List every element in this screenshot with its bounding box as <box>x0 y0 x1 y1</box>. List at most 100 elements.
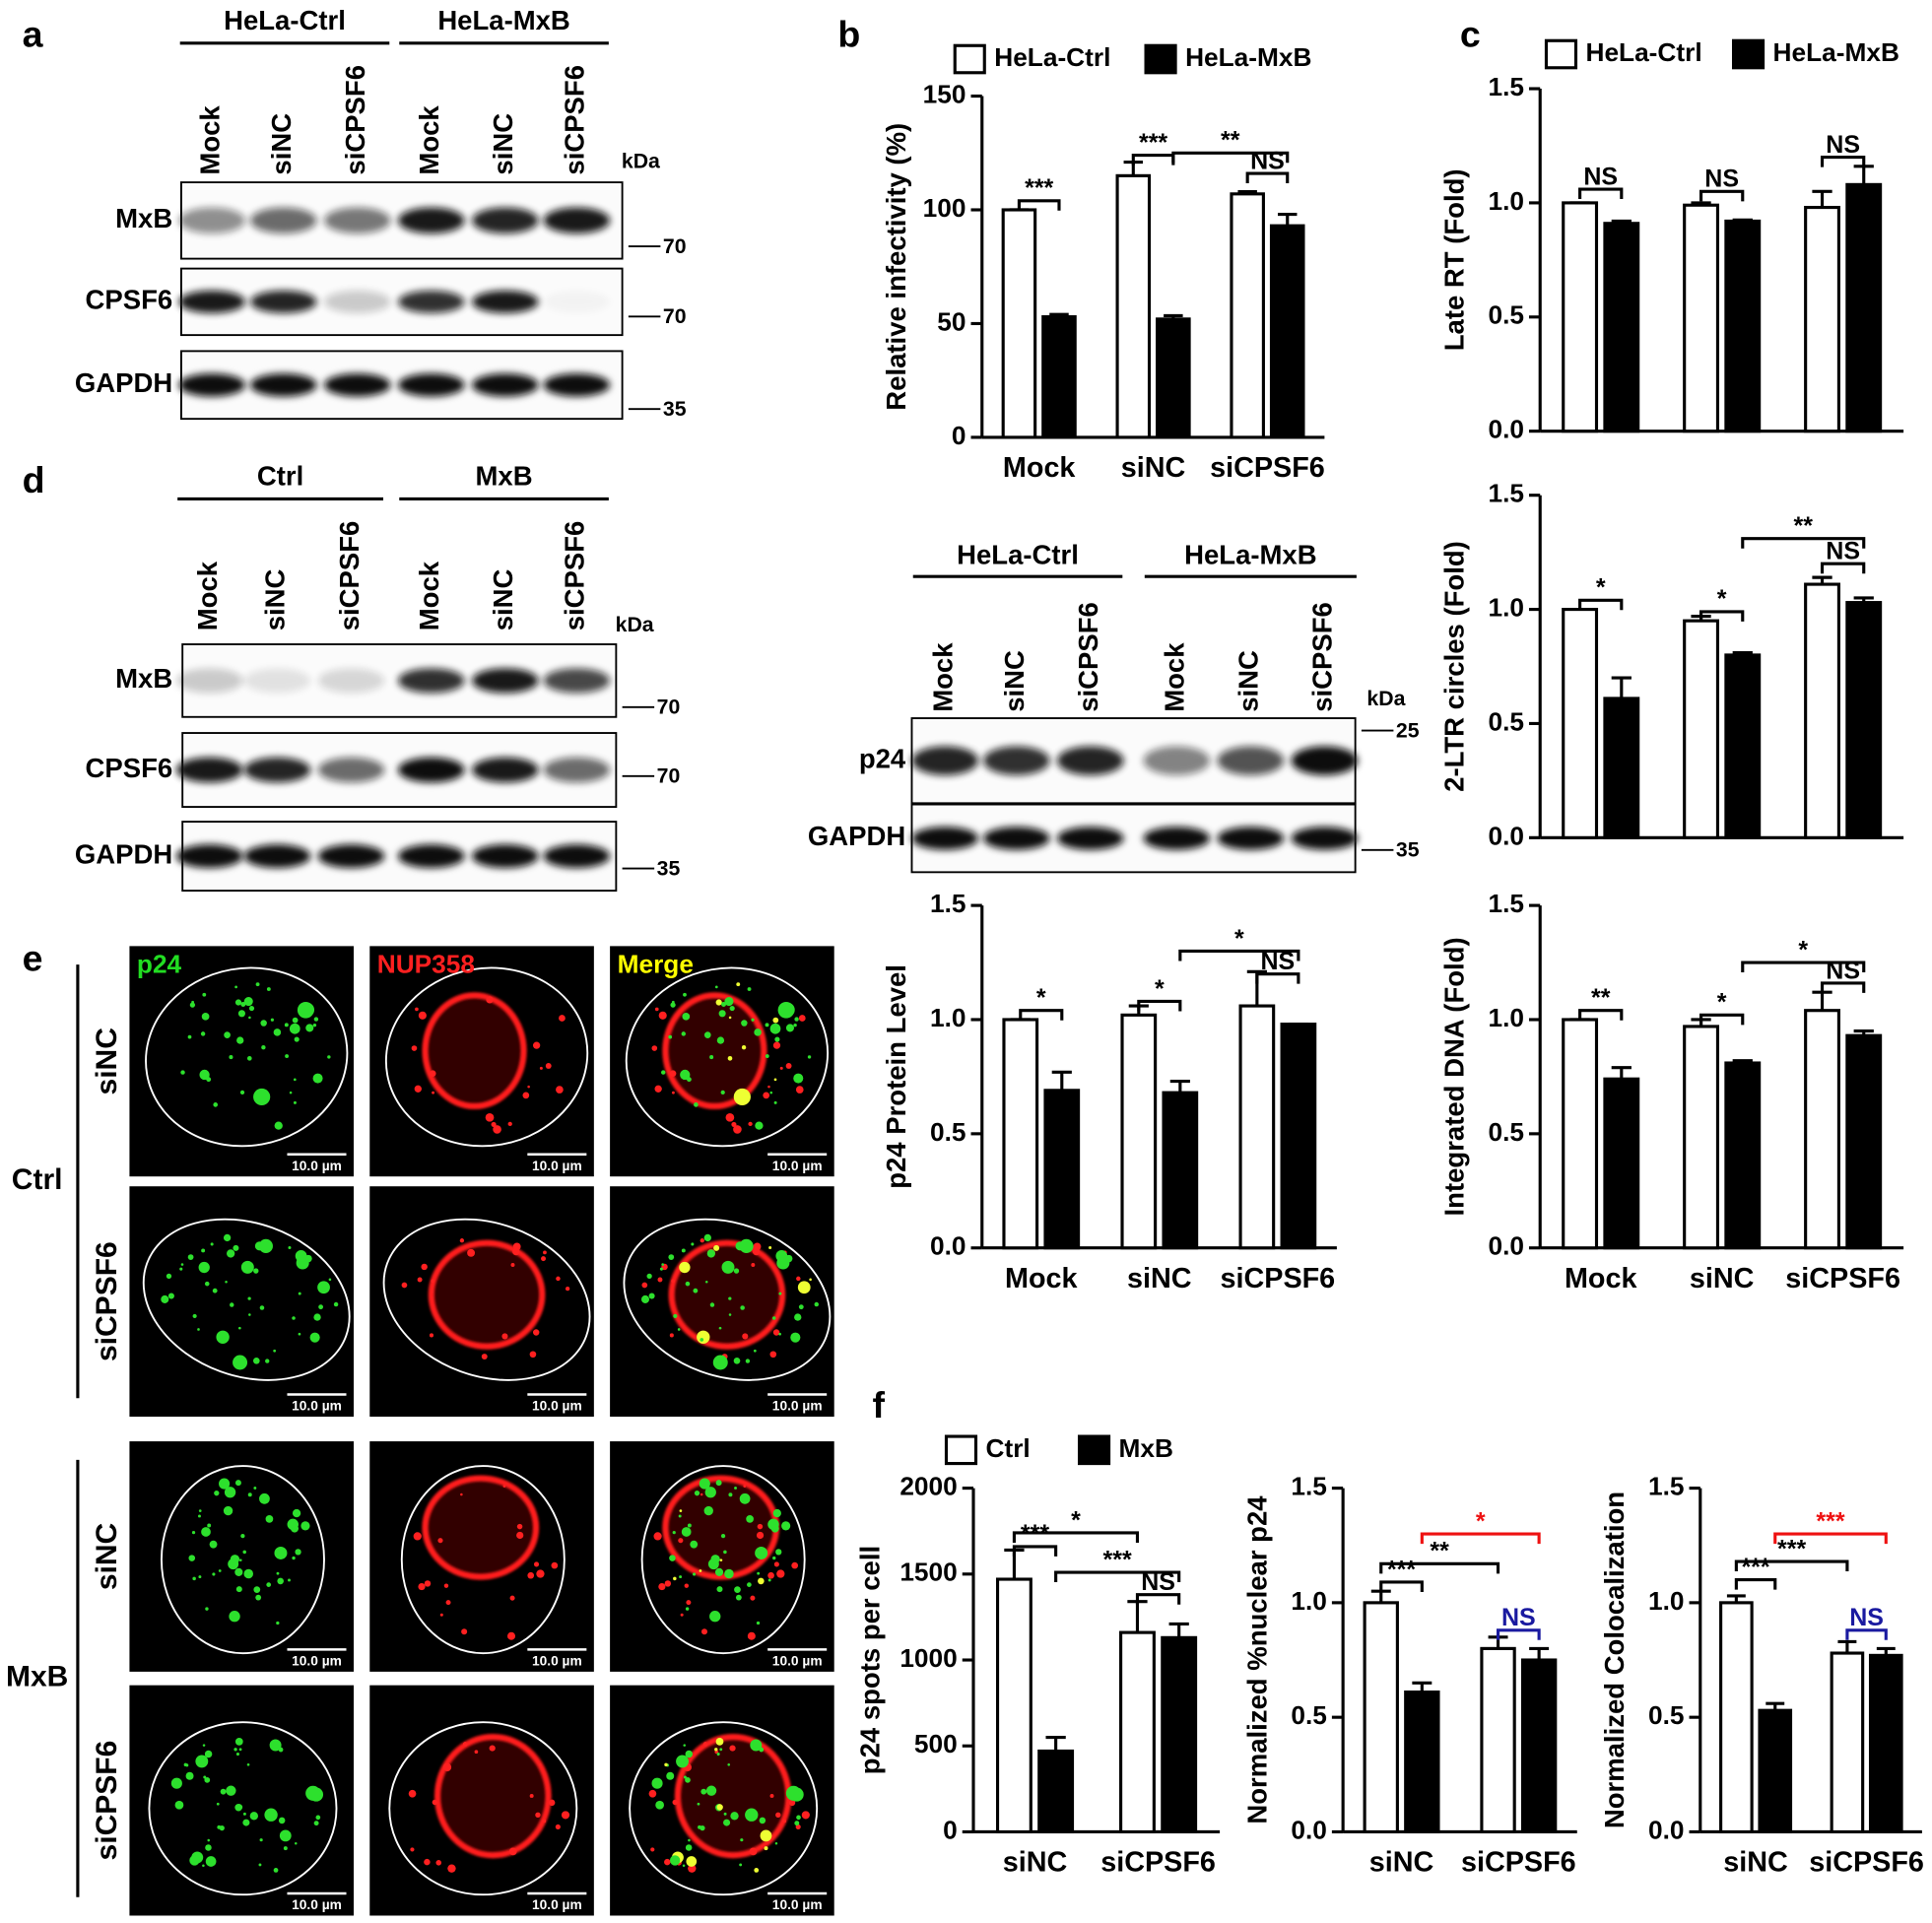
green-spot <box>191 1531 196 1535</box>
red-spot <box>769 1351 777 1359</box>
green-spot <box>243 1568 254 1579</box>
green-spot <box>668 1034 673 1039</box>
green-spot <box>253 1088 271 1106</box>
lane-label: siCPSF6 <box>340 65 370 175</box>
red-spot <box>414 1085 422 1093</box>
red-spot <box>542 1819 547 1824</box>
significance-bracket <box>1820 981 1866 993</box>
red-spot <box>654 1085 662 1093</box>
green-spot <box>213 1102 219 1107</box>
green-spot <box>745 1359 751 1363</box>
red-spot <box>536 1569 545 1578</box>
green-spot <box>223 1505 233 1516</box>
scale-bar-label: 10.0 µm <box>292 1159 342 1173</box>
y-axis-label: Normalized %nuclear p24 <box>1241 1495 1272 1824</box>
x-tick-label: siCPSF6 <box>1100 1847 1216 1879</box>
red-spot <box>445 1600 451 1606</box>
bar <box>1845 182 1883 433</box>
red-spot <box>543 1250 547 1255</box>
legend-swatch <box>1544 38 1578 70</box>
green-spot <box>238 1748 242 1752</box>
blot-band <box>178 373 245 397</box>
green-spot <box>248 1016 251 1020</box>
green-spot <box>328 1278 332 1282</box>
green-spot <box>292 1316 296 1320</box>
green-spot <box>226 1785 236 1796</box>
blot-group-label: MxB <box>476 460 533 491</box>
red-spot <box>486 996 494 1004</box>
green-spot <box>706 1249 716 1258</box>
green-spot <box>713 1244 720 1251</box>
red-spot <box>763 1092 770 1099</box>
y-tick-label: 150 <box>923 79 966 108</box>
bar <box>1562 1018 1599 1250</box>
green-spot <box>313 1017 319 1022</box>
green-spot <box>189 1855 200 1866</box>
green-spot <box>229 1611 240 1623</box>
scale-bar-label: 10.0 µm <box>532 1897 582 1912</box>
micrograph <box>129 1685 355 1916</box>
significance-label: *** <box>1741 1554 1769 1581</box>
green-spot <box>807 1055 812 1059</box>
green-spot <box>292 1556 296 1560</box>
y-tick-label: 1.0 <box>1488 593 1524 623</box>
green-spot <box>679 1575 683 1579</box>
green-spot <box>202 1864 205 1868</box>
red-spot <box>791 1561 799 1569</box>
nuclear-envelope <box>422 1475 540 1580</box>
bar <box>1603 222 1640 433</box>
green-spot <box>716 1804 723 1811</box>
red-spot <box>772 1041 781 1049</box>
green-spot <box>212 1572 216 1576</box>
green-spot <box>640 1294 649 1303</box>
red-spot <box>432 1799 438 1806</box>
blot-row-label: p24 <box>859 743 906 773</box>
significance-label: ** <box>1221 127 1240 155</box>
significance-bracket <box>1017 199 1061 211</box>
green-spot <box>240 1001 246 1007</box>
green-spot <box>274 1121 283 1130</box>
red-spot <box>742 1333 749 1340</box>
green-spot <box>269 1739 282 1752</box>
significance-bracket <box>1496 1628 1541 1640</box>
green-spot <box>755 1546 768 1559</box>
red-spot <box>512 1242 521 1251</box>
significance-label: ** <box>1591 984 1611 1012</box>
x-tick-label: siNC <box>1003 1847 1068 1879</box>
green-spot <box>198 1509 202 1512</box>
blot-band <box>1143 746 1211 775</box>
scale-bar-label: 10.0 µm <box>292 1897 342 1912</box>
green-spot <box>727 1763 731 1766</box>
green-spot <box>264 1808 278 1822</box>
red-spot <box>411 1045 418 1051</box>
blot-band <box>317 668 385 694</box>
green-spot <box>785 1785 801 1801</box>
green-spot <box>754 1028 762 1036</box>
green-spot <box>277 1577 284 1585</box>
green-spot <box>285 1054 290 1058</box>
green-spot <box>198 1261 210 1274</box>
red-spot <box>506 1631 516 1640</box>
green-spot <box>204 1750 213 1758</box>
green-spot <box>794 1821 800 1826</box>
bar <box>1119 1630 1156 1834</box>
significance-bracket <box>1255 972 1300 984</box>
bar <box>1804 205 1840 433</box>
blot-band <box>178 290 245 313</box>
green-spot <box>248 1005 255 1012</box>
lane-label: siNC <box>488 568 518 630</box>
blot-band <box>543 757 611 783</box>
green-spot <box>729 1005 735 1012</box>
green-spot <box>312 1073 323 1084</box>
y-axis-label: p24 Protein Level <box>881 964 911 1189</box>
green-spot <box>242 1550 246 1555</box>
y-tick-label: 1.0 <box>930 1003 966 1032</box>
y-tick-label: 1.0 <box>1648 1586 1685 1616</box>
green-spot <box>223 1233 232 1242</box>
bar <box>1758 1708 1793 1834</box>
green-spot <box>797 1281 811 1294</box>
green-spot <box>312 1023 317 1028</box>
green-spot <box>317 1281 330 1294</box>
x-tick-label: siNC <box>1369 1847 1434 1879</box>
x-tick-label: siNC <box>1121 452 1186 484</box>
